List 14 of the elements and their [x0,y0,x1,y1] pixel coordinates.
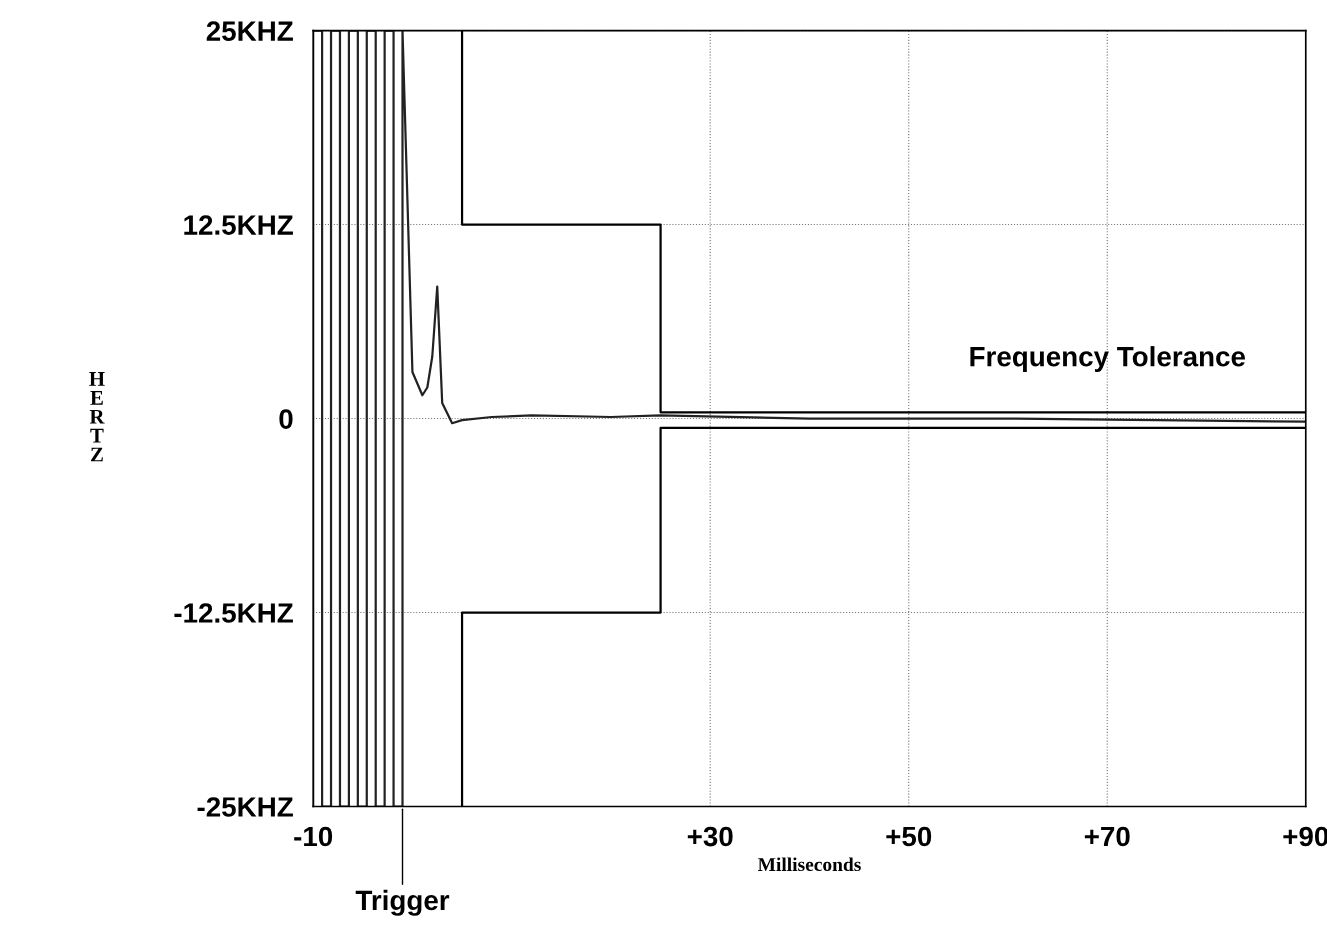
line-series [313,30,1306,807]
y-tick-label: -25KHZ [197,797,293,817]
x-tick-label: -10 [294,826,333,847]
y-tick-label: 0 [279,409,293,429]
x-tick-label: +30 [687,826,733,847]
y-tick-label: 12.5KHZ [184,215,293,235]
y-tick-label: -12.5KHZ [174,603,293,623]
annotation: Frequency Tolerance [970,346,1245,372]
annotation: Trigger [355,889,450,916]
x-axis-title: Milliseconds [757,857,861,872]
x-tick-label: +70 [1084,826,1130,847]
y-tick-label: 25KHZ [206,21,293,41]
y-axis-title: HERTZ [89,372,105,462]
x-tick-label: +50 [886,826,932,847]
